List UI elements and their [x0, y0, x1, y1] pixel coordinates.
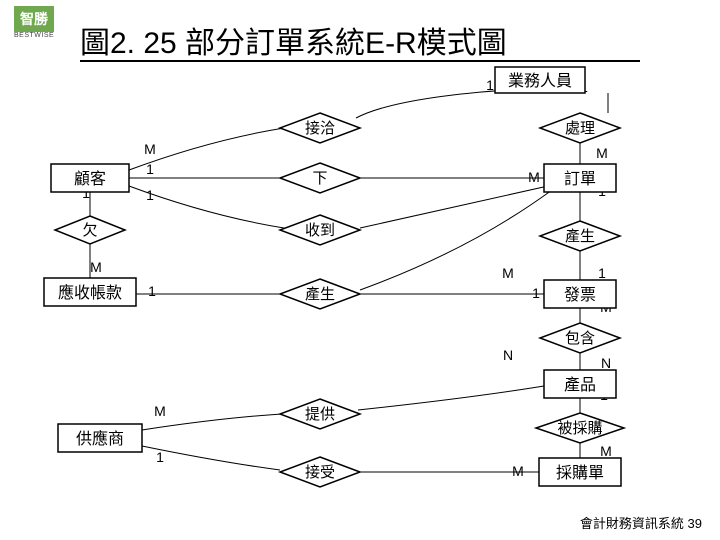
- svg-text:處理: 處理: [565, 120, 595, 137]
- svg-text:產生: 產生: [305, 286, 335, 303]
- svg-text:M: M: [154, 403, 166, 419]
- svg-text:M: M: [502, 265, 514, 281]
- page-number: 39: [688, 516, 702, 531]
- er-diagram: 11M111M1MMM111MNNM11MM業務人員顧客訂單應收帳款發票產品供應…: [0, 0, 720, 540]
- svg-text:包含: 包含: [565, 330, 595, 347]
- footer: 會計財務資訊系統 39: [580, 513, 702, 532]
- svg-text:1: 1: [598, 265, 606, 281]
- svg-text:M: M: [528, 169, 540, 185]
- svg-text:1: 1: [156, 449, 164, 465]
- svg-text:欠: 欠: [82, 222, 97, 239]
- svg-text:N: N: [601, 355, 611, 371]
- svg-text:M: M: [600, 443, 612, 459]
- svg-text:1: 1: [532, 285, 540, 301]
- svg-text:應收帳款: 應收帳款: [58, 283, 122, 302]
- svg-text:顧客: 顧客: [74, 170, 106, 188]
- svg-text:產品: 產品: [564, 376, 596, 394]
- svg-text:M: M: [144, 141, 156, 157]
- svg-text:下: 下: [312, 170, 327, 187]
- svg-text:供應商: 供應商: [76, 429, 124, 448]
- svg-text:產生: 產生: [565, 228, 595, 245]
- svg-text:被採購: 被採購: [557, 420, 602, 437]
- svg-text:1: 1: [146, 187, 154, 203]
- svg-text:接洽: 接洽: [305, 120, 335, 137]
- svg-text:提供: 提供: [305, 406, 335, 423]
- svg-text:M: M: [512, 463, 524, 479]
- svg-text:M: M: [596, 145, 608, 161]
- svg-text:接受: 接受: [305, 464, 335, 481]
- svg-text:採購單: 採購單: [556, 464, 604, 482]
- svg-text:1: 1: [146, 161, 154, 177]
- svg-text:發票: 發票: [564, 286, 596, 304]
- svg-text:收到: 收到: [305, 222, 335, 239]
- svg-text:M: M: [90, 259, 102, 275]
- footer-label: 會計財務資訊系統: [580, 516, 684, 531]
- svg-text:1: 1: [148, 283, 156, 299]
- svg-text:業務人員: 業務人員: [508, 72, 572, 90]
- svg-text:N: N: [503, 347, 513, 363]
- svg-text:1: 1: [486, 77, 494, 93]
- svg-text:訂單: 訂單: [564, 170, 596, 188]
